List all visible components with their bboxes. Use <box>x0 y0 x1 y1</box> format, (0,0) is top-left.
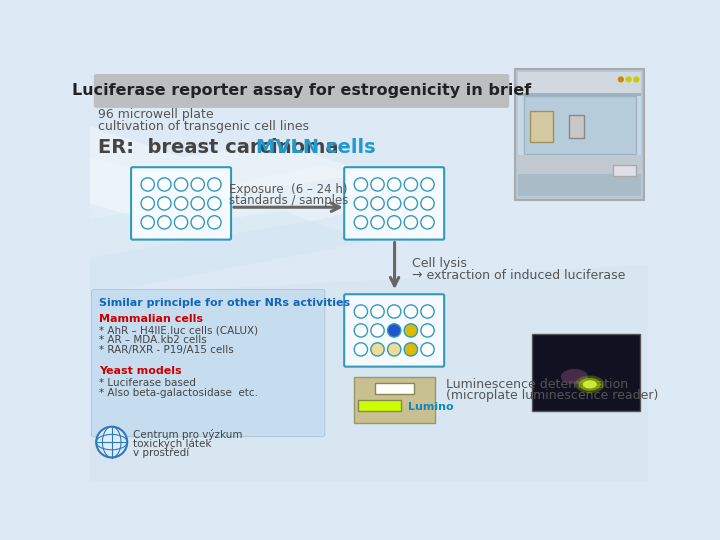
Circle shape <box>208 178 221 191</box>
Ellipse shape <box>561 369 588 384</box>
Text: Similar principle for other NRs activities: Similar principle for other NRs activiti… <box>99 299 351 308</box>
Text: Centrum pro výzkum: Centrum pro výzkum <box>132 429 242 440</box>
Circle shape <box>618 76 624 83</box>
Ellipse shape <box>579 378 600 391</box>
FancyBboxPatch shape <box>94 74 509 108</box>
Circle shape <box>404 197 418 210</box>
Bar <box>354 377 435 423</box>
Circle shape <box>404 305 418 318</box>
Text: Mammalian cells: Mammalian cells <box>99 314 203 324</box>
Text: * Also beta-galactosidase  etc.: * Also beta-galactosidase etc. <box>99 388 258 398</box>
Circle shape <box>174 178 188 191</box>
Circle shape <box>421 197 434 210</box>
Circle shape <box>141 197 154 210</box>
Text: → extraction of induced luciferase: → extraction of induced luciferase <box>412 268 625 281</box>
Circle shape <box>174 197 188 210</box>
Ellipse shape <box>583 380 597 388</box>
Circle shape <box>371 324 384 337</box>
Circle shape <box>191 197 204 210</box>
Bar <box>518 174 641 195</box>
Text: standards / samples: standards / samples <box>229 194 348 207</box>
Circle shape <box>371 343 384 356</box>
Bar <box>518 155 641 174</box>
Circle shape <box>387 215 401 229</box>
FancyBboxPatch shape <box>344 294 444 367</box>
Bar <box>518 72 641 93</box>
Text: (microplate luminescence reader): (microplate luminescence reader) <box>446 389 659 402</box>
Circle shape <box>404 324 418 337</box>
Circle shape <box>354 215 367 229</box>
Circle shape <box>141 215 154 229</box>
Circle shape <box>354 305 367 318</box>
Circle shape <box>421 324 434 337</box>
Text: v prostředí: v prostředí <box>132 448 189 458</box>
Text: * AR – MDA.kb2 cells: * AR – MDA.kb2 cells <box>99 335 207 346</box>
Text: Luciferase reporter assay for estrogenicity in brief: Luciferase reporter assay for estrogenic… <box>72 84 531 98</box>
Circle shape <box>96 427 127 457</box>
FancyBboxPatch shape <box>131 167 231 240</box>
Bar <box>532 334 640 411</box>
Text: Exposure  (6 – 24 h): Exposure (6 – 24 h) <box>229 183 348 196</box>
Bar <box>358 400 401 410</box>
Text: Yeast models: Yeast models <box>99 366 182 376</box>
Circle shape <box>158 215 171 229</box>
Polygon shape <box>90 126 369 219</box>
Bar <box>524 96 636 154</box>
Bar <box>375 383 414 394</box>
Text: toxických látek: toxických látek <box>132 438 211 449</box>
Polygon shape <box>90 204 369 296</box>
Text: Cell lysis: Cell lysis <box>412 257 467 270</box>
Circle shape <box>354 197 367 210</box>
Text: * AhR – H4IIE.luc cells (CALUX): * AhR – H4IIE.luc cells (CALUX) <box>99 326 258 335</box>
Circle shape <box>634 76 639 83</box>
Circle shape <box>387 343 401 356</box>
Text: MVLN cells: MVLN cells <box>256 138 375 157</box>
Circle shape <box>191 178 204 191</box>
Text: Lumino: Lumino <box>408 402 454 413</box>
Circle shape <box>354 324 367 337</box>
Circle shape <box>158 197 171 210</box>
Bar <box>530 111 554 142</box>
Bar <box>518 93 641 96</box>
Circle shape <box>371 215 384 229</box>
Circle shape <box>354 178 367 191</box>
Circle shape <box>141 178 154 191</box>
Text: * RAR/RXR - P19/A15 cells: * RAR/RXR - P19/A15 cells <box>99 346 234 355</box>
Circle shape <box>174 215 188 229</box>
Circle shape <box>387 324 401 337</box>
Bar <box>569 115 585 138</box>
Ellipse shape <box>575 376 605 393</box>
Text: ER:  breast carcinoma: ER: breast carcinoma <box>98 138 345 157</box>
Circle shape <box>387 197 401 210</box>
Circle shape <box>354 343 367 356</box>
Bar <box>613 165 636 177</box>
Circle shape <box>191 215 204 229</box>
Circle shape <box>404 215 418 229</box>
Circle shape <box>421 305 434 318</box>
Circle shape <box>208 197 221 210</box>
Circle shape <box>371 197 384 210</box>
Circle shape <box>421 178 434 191</box>
Circle shape <box>387 305 401 318</box>
Text: cultivation of transgenic cell lines: cultivation of transgenic cell lines <box>98 120 309 133</box>
Circle shape <box>387 178 401 191</box>
Circle shape <box>158 178 171 191</box>
FancyBboxPatch shape <box>344 167 444 240</box>
FancyBboxPatch shape <box>91 289 325 437</box>
Circle shape <box>626 76 631 83</box>
Circle shape <box>371 305 384 318</box>
Circle shape <box>404 178 418 191</box>
Text: Luminescence determination: Luminescence determination <box>446 378 629 391</box>
Polygon shape <box>90 265 648 481</box>
Circle shape <box>371 178 384 191</box>
Circle shape <box>404 343 418 356</box>
Bar <box>518 72 641 197</box>
Polygon shape <box>90 157 415 257</box>
Circle shape <box>208 215 221 229</box>
Text: 96 microwell plate: 96 microwell plate <box>98 109 213 122</box>
Bar <box>515 69 644 200</box>
Circle shape <box>421 343 434 356</box>
Circle shape <box>421 215 434 229</box>
Text: * Luciferase based: * Luciferase based <box>99 378 196 388</box>
